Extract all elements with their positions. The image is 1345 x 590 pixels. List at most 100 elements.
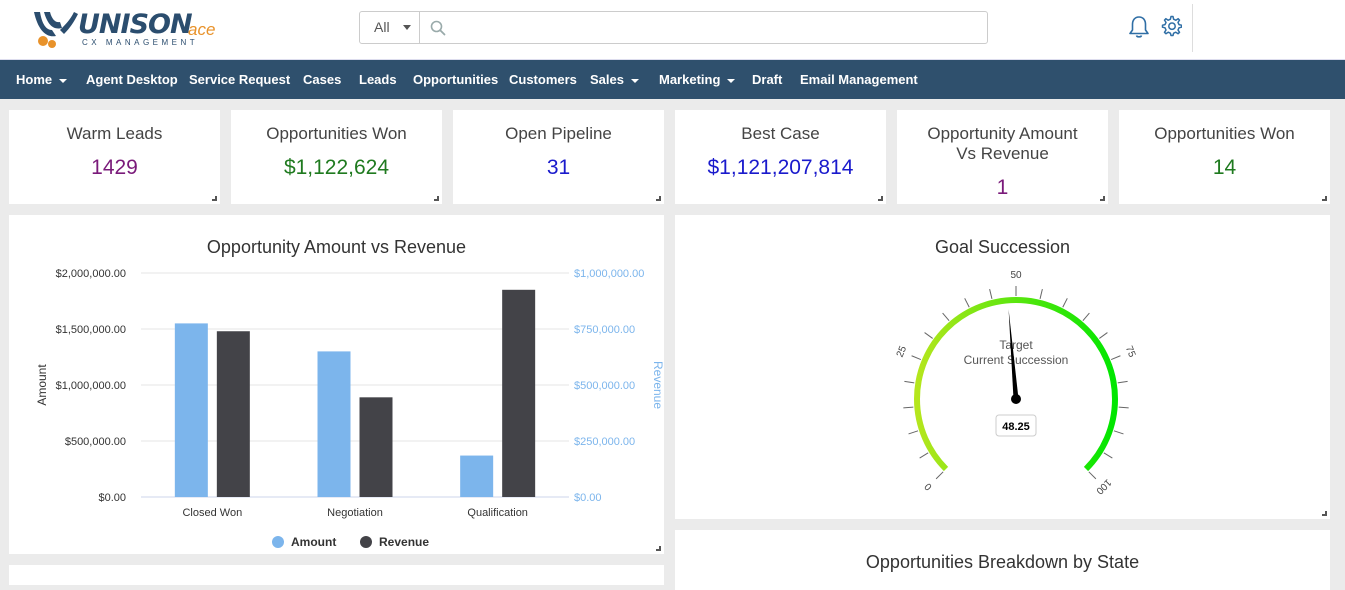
logo-ace: ace bbox=[188, 20, 216, 39]
y-tick-label: $1,500,000.00 bbox=[56, 324, 126, 336]
nav-item-agent-desktop[interactable]: Agent Desktop bbox=[86, 72, 178, 87]
bar-revenue[interactable] bbox=[359, 397, 393, 497]
nav-item-customers[interactable]: Customers bbox=[509, 72, 577, 87]
resize-handle-icon[interactable] bbox=[656, 546, 661, 551]
nav-item-email-management[interactable]: Email Management bbox=[800, 72, 918, 87]
nav-item-label: Marketing bbox=[659, 72, 721, 87]
panel-title: Opportunities Breakdown by State bbox=[865, 552, 1140, 572]
kpi-card-opportunities-won-count[interactable]: Opportunities Won 14 bbox=[1119, 110, 1330, 204]
bar-amount[interactable] bbox=[317, 351, 351, 497]
gauge-tick bbox=[942, 312, 950, 322]
resize-handle-icon[interactable] bbox=[1322, 511, 1327, 516]
gauge-tick bbox=[911, 355, 922, 361]
legend-label: Revenue bbox=[379, 535, 429, 549]
unison-logo[interactable]: UNISON ace CX MANAGEMENT bbox=[30, 8, 215, 50]
gauge-value-box bbox=[995, 414, 1037, 437]
nav-item-marketing[interactable]: Marketing bbox=[659, 72, 736, 87]
search-scope-value: All bbox=[374, 19, 390, 35]
chevron-down-icon bbox=[403, 25, 411, 30]
gauge-tick bbox=[1103, 452, 1113, 459]
bar-revenue[interactable] bbox=[216, 331, 250, 497]
resize-handle-icon[interactable] bbox=[656, 196, 661, 201]
panel-amount-vs-revenue: Opportunity Amount vs Revenue Amount Rev… bbox=[9, 215, 664, 554]
global-search: All bbox=[359, 11, 988, 44]
gauge-tick bbox=[1099, 332, 1108, 339]
resize-handle-icon[interactable] bbox=[878, 196, 883, 201]
gauge-tick-label: 0 bbox=[923, 480, 935, 492]
legend-marker bbox=[360, 536, 372, 548]
kpi-title: Open Pipeline bbox=[505, 124, 612, 143]
nav-item-draft[interactable]: Draft bbox=[752, 72, 782, 87]
kpi-card-best-case[interactable]: Best Case $1,121,207,814 bbox=[675, 110, 886, 204]
bar-amount[interactable] bbox=[174, 323, 208, 497]
bar-amount[interactable] bbox=[460, 455, 494, 497]
kpi-title: Best Case bbox=[741, 124, 820, 143]
panel-breakdown-by-state: Opportunities Breakdown by State bbox=[675, 530, 1330, 590]
resize-handle-icon[interactable] bbox=[1100, 196, 1105, 201]
nav-item-label: Service Request bbox=[189, 72, 291, 87]
legend-item-revenue[interactable]: Revenue bbox=[360, 535, 429, 549]
legend-item-amount[interactable]: Amount bbox=[272, 535, 336, 549]
y-right-tick-label: $750,000.00 bbox=[574, 324, 635, 336]
kpi-card-warm-leads[interactable]: Warm Leads 1429 bbox=[9, 110, 220, 204]
x-tick-label: Qualification bbox=[467, 507, 528, 519]
kpi-value: 14 bbox=[1212, 156, 1237, 179]
y-right-tick-label: $500,000.00 bbox=[574, 380, 635, 392]
chevron-down-icon bbox=[59, 78, 68, 83]
gauge-value-label: 48.25 bbox=[1002, 421, 1030, 433]
nav-item-label: Leads bbox=[359, 72, 397, 87]
search-scope-select[interactable]: All bbox=[360, 12, 420, 43]
gauge-tick bbox=[1110, 355, 1121, 361]
y-axis-right-title: Revenue bbox=[651, 361, 664, 409]
nav-item-sales[interactable]: Sales bbox=[590, 72, 639, 87]
gauge-tick bbox=[903, 406, 914, 409]
y-axis-title: Amount bbox=[35, 364, 49, 406]
gauge-tick bbox=[964, 298, 970, 308]
kpi-value: $1,121,207,814 bbox=[707, 156, 854, 179]
gauge-tick-label: 100 bbox=[1093, 477, 1113, 497]
y-tick-label: $500,000.00 bbox=[65, 436, 126, 448]
kpi-value: 31 bbox=[546, 156, 571, 179]
kpi-value: $1,122,624 bbox=[283, 156, 390, 179]
chevron-down-icon bbox=[727, 78, 736, 83]
logo-wordmark: UNISON bbox=[78, 9, 193, 40]
nav-item-cases[interactable]: Cases bbox=[303, 72, 341, 87]
legend-label: Amount bbox=[291, 535, 336, 549]
resize-handle-icon[interactable] bbox=[1322, 196, 1327, 201]
logo-mark-icon bbox=[34, 12, 78, 48]
nav-item-home[interactable]: Home bbox=[16, 72, 68, 87]
pane-text-target: Target bbox=[999, 338, 1033, 352]
x-tick-label: Closed Won bbox=[182, 507, 242, 519]
x-tick-label: Negotiation bbox=[327, 507, 383, 519]
gear-icon[interactable] bbox=[1160, 15, 1182, 37]
bar-revenue[interactable] bbox=[502, 289, 536, 497]
logo-tagline: CX MANAGEMENT bbox=[82, 38, 199, 47]
nav-item-label: Draft bbox=[752, 72, 783, 87]
chart-title: Opportunity Amount vs Revenue bbox=[206, 237, 467, 257]
y-right-tick-label: $0.00 bbox=[574, 492, 602, 504]
kpi-card-amount-vs-revenue[interactable]: Opportunity Amount Vs Revenue 1 bbox=[897, 110, 1108, 204]
gauge-tick-label: 75 bbox=[1123, 344, 1138, 359]
gauge-tick bbox=[989, 289, 993, 299]
panel-goal-succession: Goal Succession 0 25 50 75 100 Target Curren… bbox=[675, 215, 1330, 519]
resize-handle-icon[interactable] bbox=[434, 196, 439, 201]
nav-item-leads[interactable]: Leads bbox=[359, 72, 397, 87]
resize-handle-icon[interactable] bbox=[212, 196, 217, 201]
kpi-card-open-pipeline[interactable]: Open Pipeline 31 bbox=[453, 110, 664, 204]
kpi-card-opportunities-won[interactable]: Opportunities Won $1,122,624 bbox=[231, 110, 442, 204]
gauge-tick-label: 50 bbox=[1010, 270, 1022, 281]
search-input[interactable] bbox=[454, 16, 974, 39]
gauge-tick bbox=[1088, 471, 1097, 480]
nav-item-opportunities[interactable]: Opportunities bbox=[413, 72, 498, 87]
y-right-tick-label: $250,000.00 bbox=[574, 436, 635, 448]
bell-icon[interactable] bbox=[1128, 15, 1150, 39]
gauge-tick bbox=[1082, 312, 1090, 322]
y-tick-label: $1,000,000.00 bbox=[56, 380, 126, 392]
kpi-title: Warm Leads bbox=[66, 124, 163, 143]
y-tick-label: $0.00 bbox=[98, 492, 126, 504]
nav-item-label: Customers bbox=[509, 72, 577, 87]
nav-item-label: Opportunities bbox=[413, 72, 499, 87]
pane-text-current: Current Succession bbox=[964, 353, 1069, 367]
bar-chart: Amount Revenue $0.00 $0.00 $500,000.00 $250… bbox=[35, 268, 664, 549]
nav-item-service-request[interactable]: Service Request bbox=[189, 72, 290, 87]
